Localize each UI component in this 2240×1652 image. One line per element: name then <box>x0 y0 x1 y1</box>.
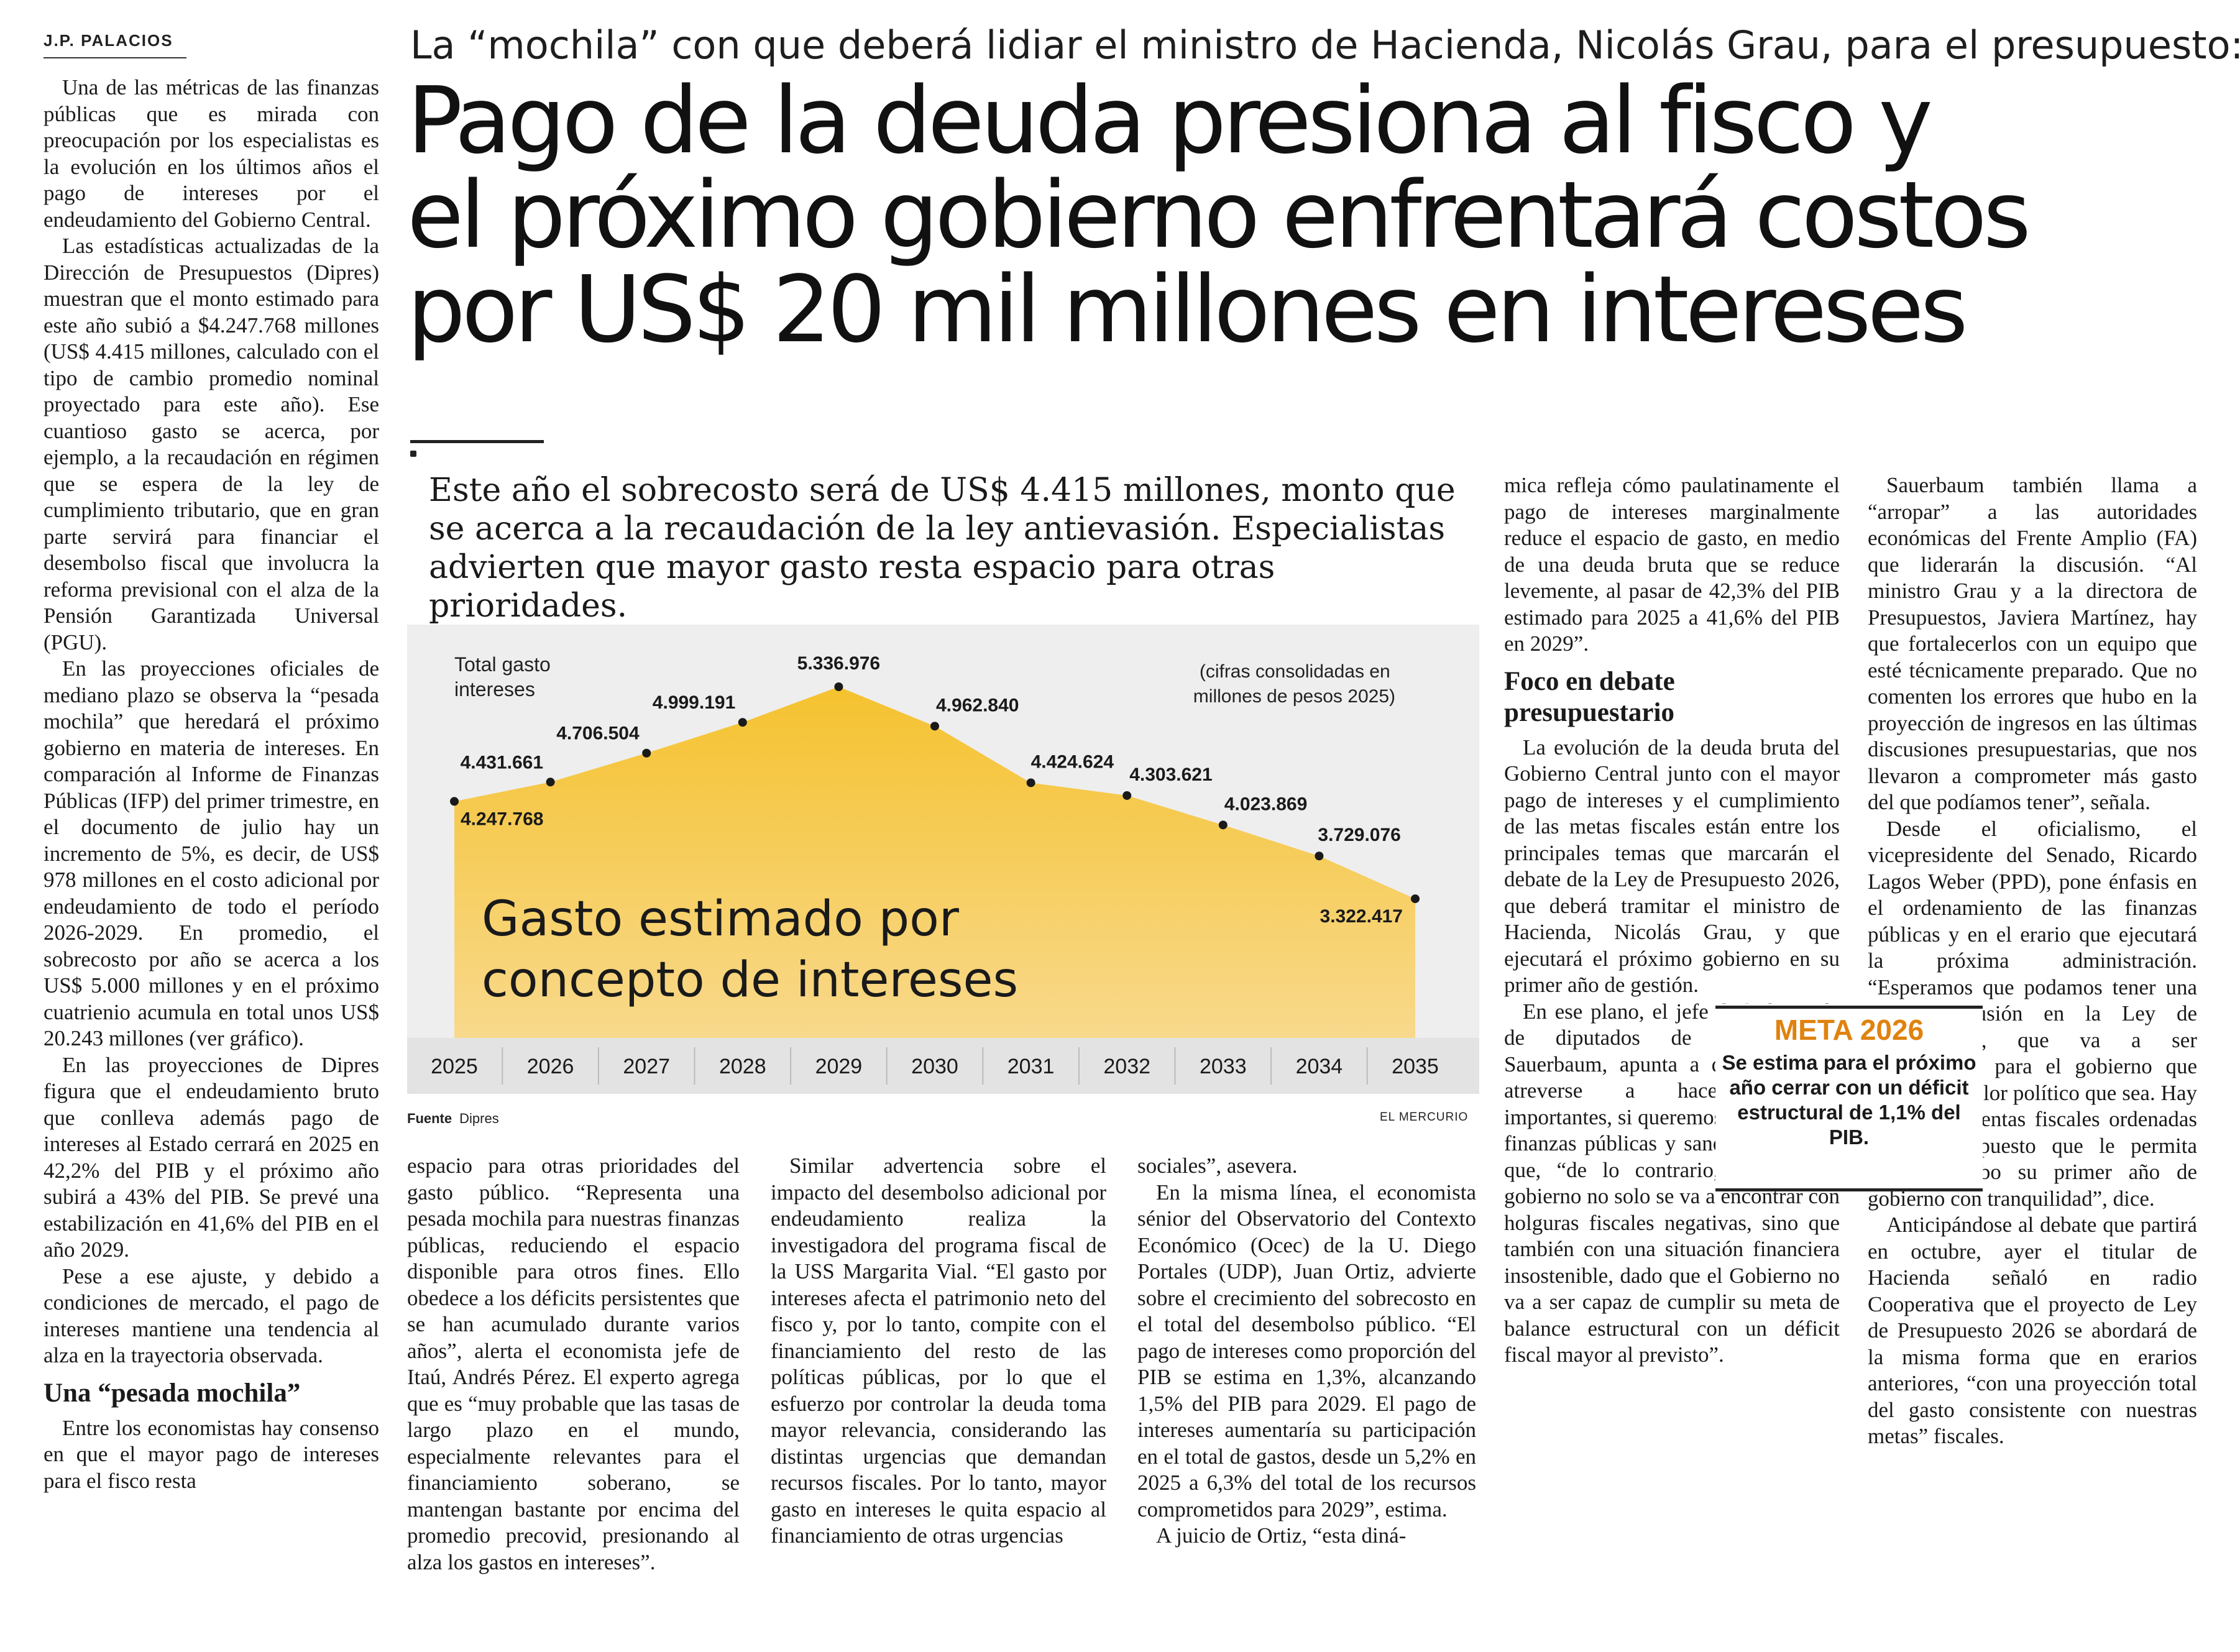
data-label: 4.303.621 <box>1129 764 1212 785</box>
byline: J.P. PALACIOS <box>44 31 173 50</box>
headline-line-3: por US$ 20 mil millones en intereses <box>407 256 1968 363</box>
data-point <box>1122 791 1132 800</box>
column-3: Similar advertencia sobre el impacto del… <box>771 1153 1106 1644</box>
data-point <box>834 682 843 691</box>
x-tick-label: 2029 <box>815 1055 863 1078</box>
data-point <box>642 748 651 758</box>
data-label: 4.023.869 <box>1224 794 1307 814</box>
data-label: 3.729.076 <box>1318 825 1400 845</box>
col6-paragraph: Sauerbaum también llama a “arropar” a la… <box>1868 473 2197 814</box>
data-point <box>1315 851 1324 861</box>
col6-paragraph: Anticipándose al debate que partirá en o… <box>1868 1213 2197 1448</box>
meta-callout-top-rule <box>1715 1006 1983 1009</box>
data-label: 4.247.768 <box>461 809 543 829</box>
col1-paragraph: Una de las métricas de las finanzas públ… <box>44 75 379 232</box>
x-tick-label: 2033 <box>1200 1055 1247 1078</box>
data-label: 4.424.624 <box>1031 751 1114 772</box>
interest-chart-svg: 4.247.768 4.431.661 4.706.504 4.999.191 5.33… <box>407 653 1479 1094</box>
x-tick-label: 2031 <box>1008 1055 1055 1078</box>
column-4: sociales”, asevera. En la misma línea, e… <box>1137 1153 1476 1644</box>
data-point <box>1411 894 1420 904</box>
data-label: 3.322.417 <box>1320 906 1403 927</box>
chart-source: Fuente Dipres <box>407 1111 499 1127</box>
column-2: espacio para otras prioridades del gasto… <box>407 1153 740 1644</box>
meta-callout <box>1715 1004 1983 1190</box>
chart-title: Gasto estimado por concepto de intereses <box>482 891 1018 1008</box>
meta-callout-text: Se estima para el próximo año cerrar con… <box>1722 1051 1976 1149</box>
col5-paragraph: La evolución de la deuda bruta del Gobie… <box>1504 735 1840 998</box>
kicker: La “mochila” con que deberá lidiar el mi… <box>410 22 2240 68</box>
column-1: Una de las métricas de las finanzas públ… <box>44 75 379 1641</box>
area-fill <box>454 687 1415 1038</box>
chart-credit: EL MERCURIO <box>1380 1111 1469 1124</box>
data-label: 4.962.840 <box>936 695 1019 715</box>
data-point <box>1026 778 1035 787</box>
headline-line-2: el próximo gobierno enfrentará costos <box>407 162 2031 268</box>
series-label: Total gasto intereses <box>454 653 556 700</box>
col1-paragraph: En las proyecciones oficiales de mediano… <box>44 656 379 1050</box>
meta-callout-bottom-rule <box>1715 1188 1983 1191</box>
interest-chart: 4.247.768 4.431.661 4.706.504 4.999.191 5.33… <box>407 625 1479 1094</box>
headline: Pago de la deuda presiona al fisco y el … <box>407 73 2210 357</box>
x-tick-label: 2027 <box>623 1055 670 1078</box>
data-point <box>450 797 459 806</box>
col4-paragraph: A juicio de Ortiz, “esta diná- <box>1156 1523 1407 1548</box>
x-tick-label: 2028 <box>719 1055 766 1078</box>
col4-paragraph: sociales”, asevera. <box>1137 1154 1298 1178</box>
headline-line-1: Pago de la deuda presiona al fisco y <box>407 67 1933 174</box>
chart-source-label: Fuente <box>407 1111 452 1126</box>
col5-paragraph: mica refleja cómo paulatinamente el pago… <box>1504 473 1840 656</box>
data-point <box>546 778 555 787</box>
x-axis-band <box>407 1038 1479 1094</box>
col4-paragraph: En la misma línea, el economista sénior … <box>1137 1180 1476 1521</box>
data-label: 4.431.661 <box>461 752 543 773</box>
headline-rule <box>410 440 544 443</box>
chart-source-value: Dipres <box>459 1111 499 1126</box>
col1-paragraph: En las proyecciones de Dipres figura que… <box>44 1052 379 1262</box>
col5-subhead: Foco en debate presupuestario <box>1504 666 1675 727</box>
col1-paragraph: Pese a ese ajuste, y debido a condicione… <box>44 1264 379 1368</box>
x-tick-label: 2030 <box>911 1055 958 1078</box>
x-tick-label: 2026 <box>527 1055 574 1078</box>
data-label: 5.336.976 <box>797 653 880 674</box>
x-tick-label: 2025 <box>431 1055 478 1078</box>
data-point <box>930 722 939 731</box>
x-tick-label: 2034 <box>1296 1055 1343 1078</box>
deck-bullet <box>410 451 416 457</box>
deck: Este año el sobrecosto será de US$ 4.415… <box>429 472 1456 625</box>
col1-subhead: Una “pesada mochila” <box>44 1378 301 1408</box>
byline-rule <box>44 57 186 58</box>
data-label: 4.999.191 <box>653 692 735 713</box>
col1-paragraph: Entre los economistas hay consenso en qu… <box>44 1415 379 1493</box>
col3-paragraph: Similar advertencia sobre el impacto del… <box>771 1154 1106 1548</box>
data-label: 4.706.504 <box>556 723 640 744</box>
data-point <box>738 718 747 727</box>
data-point <box>1218 820 1228 830</box>
units-note: (cifras consolidadas en millones de peso… <box>1193 661 1395 707</box>
x-tick-label: 2035 <box>1392 1055 1439 1078</box>
col1-paragraph: Las estadísticas actualizadas de la Dire… <box>44 234 379 654</box>
meta-callout-title: META 2026 <box>1774 1014 1924 1046</box>
x-tick-label: 2032 <box>1103 1055 1150 1078</box>
col2-paragraph: espacio para otras prioridades del gasto… <box>407 1154 740 1574</box>
